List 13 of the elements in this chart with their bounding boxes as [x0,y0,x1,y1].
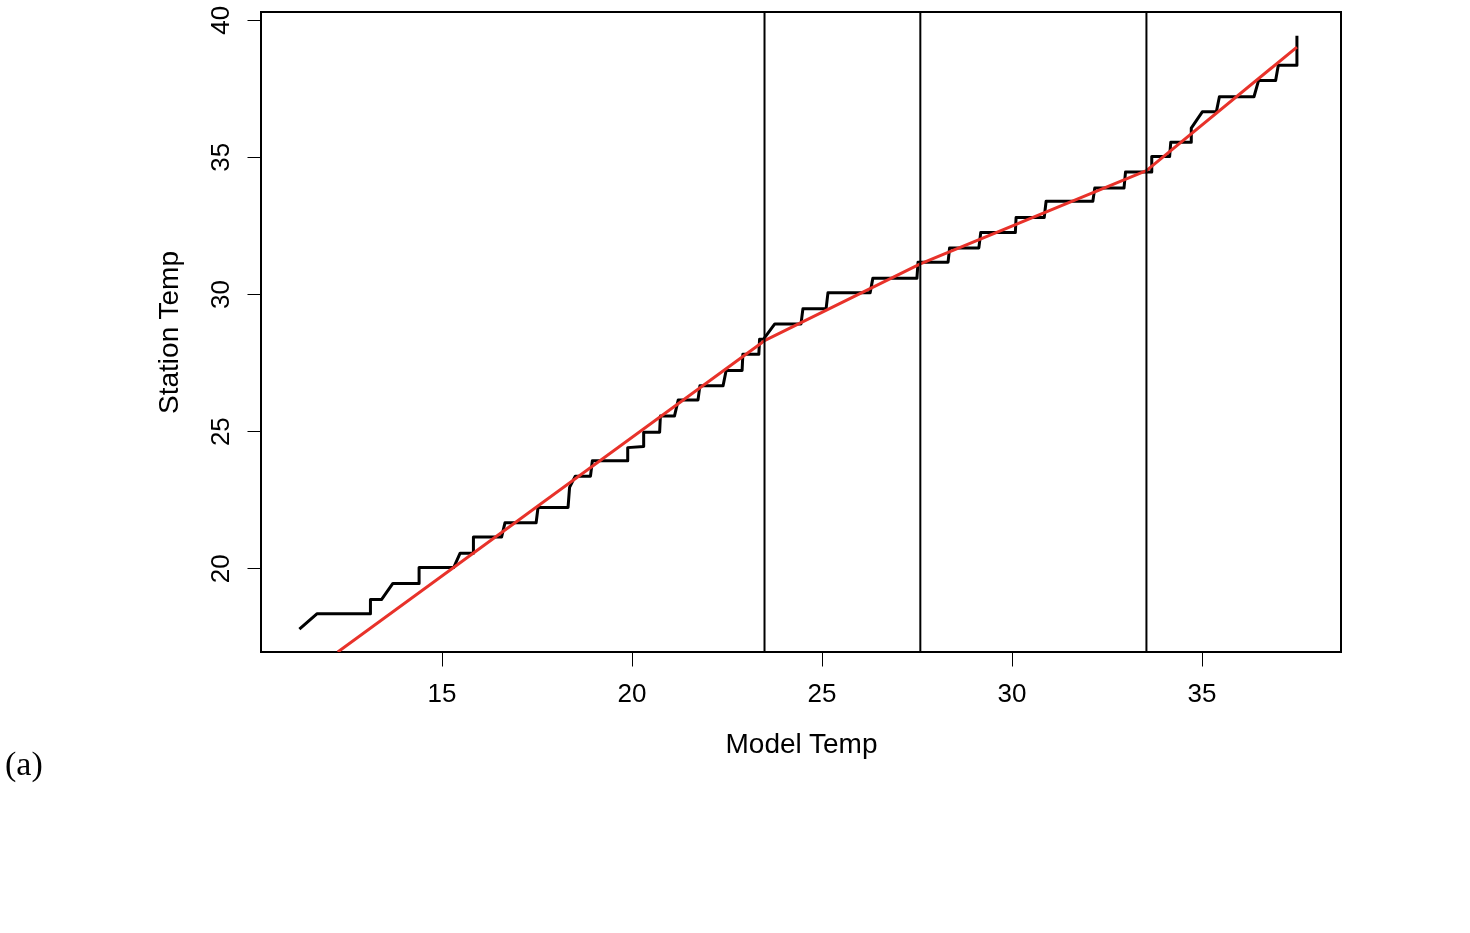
y-tick-label: 20 [204,554,235,584]
x-axis-title: Model Temp [725,727,878,759]
text: (a) [5,745,43,783]
x-tick-label: 25 [807,677,837,708]
y-tick-label: 25 [204,417,235,447]
y-tick-label: 35 [204,142,235,172]
x-tick-label: 30 [997,677,1027,708]
x-tick-label: 15 [427,677,457,708]
y-axis-title: Station Temp [152,251,184,414]
y-tick-label: 30 [204,280,235,309]
y-tick-label: 40 [204,5,235,35]
x-tick-label: 35 [1187,677,1217,708]
x-tick-label: 20 [617,677,647,708]
